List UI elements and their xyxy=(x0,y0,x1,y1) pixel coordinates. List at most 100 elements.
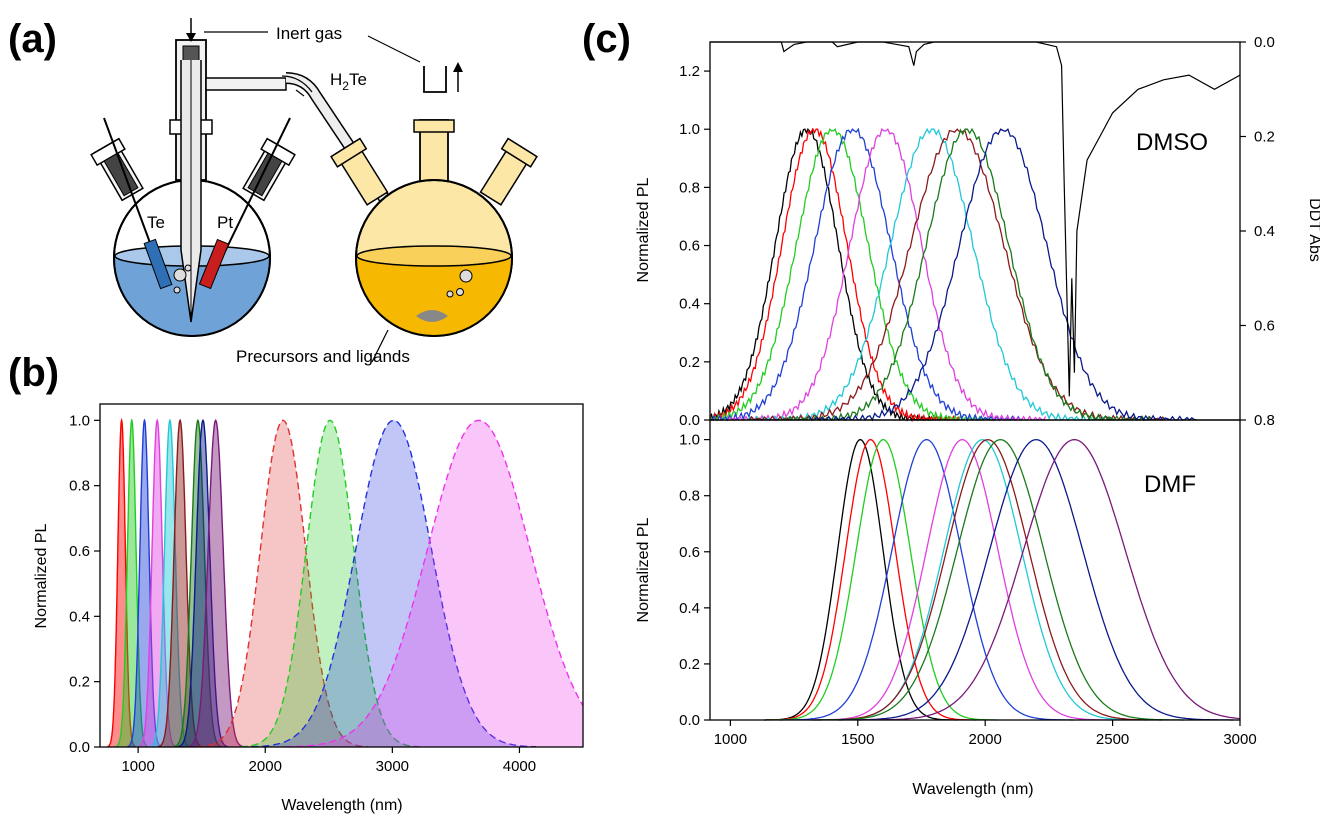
chart-c-bottom-series-4 xyxy=(810,438,1114,721)
chart-b-series-7 xyxy=(177,419,229,748)
chart-b-area-9 xyxy=(197,420,369,747)
chart-b-ylabel: Normalized PL xyxy=(33,523,50,628)
y-tick-label: 1.0 xyxy=(69,412,90,429)
chart-b-area-7 xyxy=(177,420,229,747)
chart-c-top-series-7 xyxy=(782,127,1152,422)
chart-b-area-6 xyxy=(173,420,223,747)
chart-c-top-series xyxy=(709,127,1197,423)
apparatus-diagram: Te Pt Inert gas xyxy=(90,18,538,366)
y-tick-label: 0.8 xyxy=(679,488,700,505)
chart-c-top-series-3 xyxy=(709,127,1023,422)
chart-b-series-0 xyxy=(107,417,136,748)
x-tick-label: 3000 xyxy=(376,758,409,775)
y2-tick-label: 0.0 xyxy=(1254,34,1275,51)
y-tick-label: 0.4 xyxy=(679,600,700,617)
panel-label-b: (b) xyxy=(8,351,59,395)
chart-b-area-0 xyxy=(107,420,136,747)
y-tick-label: 0.0 xyxy=(679,412,700,429)
y-tick-label: 0.2 xyxy=(69,674,90,691)
chart-c-bottom-series-1 xyxy=(765,438,976,721)
chart-b-series-11 xyxy=(251,419,536,748)
chart-c-bottom: 1000 1500 2000 2500 3000 0.0 0.2 0.4 0.6 0.8 1.0 D… xyxy=(635,419,1257,798)
inert-gas-label: Inert gas xyxy=(276,24,342,43)
chart-b-xlabel: Wavelength (nm) xyxy=(281,797,402,814)
chart-c-top-absorbance-trace xyxy=(710,41,1241,397)
chart-b-series-5 xyxy=(157,418,203,748)
chart-c-top-series-4 xyxy=(726,128,1047,422)
chart-c-bottom-series-9 xyxy=(858,439,1241,721)
chart-b-series-8 xyxy=(187,419,245,748)
chart-b-area-12 xyxy=(285,420,583,747)
chart-b-series-1 xyxy=(115,418,149,748)
chart-c-bottom-series-6 xyxy=(813,438,1162,721)
left-flask: Te Pt xyxy=(90,18,296,337)
chart-b-axes: 1000 2000 3000 4000 0.0 0.2 0.4 0.6 0.8 1.0 xyxy=(69,412,536,775)
x-tick-label: 3000 xyxy=(1223,731,1256,748)
chart-b-series-9 xyxy=(197,419,369,748)
right-flask xyxy=(330,62,538,337)
y-tick-label: 0.4 xyxy=(69,608,90,625)
chart-b: 1000 2000 3000 4000 0.0 0.2 0.4 0.6 0.8 1.0 Wavel… xyxy=(33,403,584,814)
chart-b-series-12 xyxy=(285,419,584,748)
chart-b-area-10 xyxy=(240,420,420,747)
chart-c-bottom-series-3 xyxy=(779,438,1074,721)
chart-b-area-11 xyxy=(251,420,537,747)
chart-c-bottom-series-8 xyxy=(838,438,1234,721)
chart-c-top-series-6 xyxy=(748,128,1166,422)
x-tick-label: 4000 xyxy=(503,758,536,775)
chart-b-frame xyxy=(99,403,584,748)
y-tick-label: 0.8 xyxy=(679,179,700,196)
chart-b-area-8 xyxy=(187,420,245,747)
y2-tick-label: 0.4 xyxy=(1254,223,1275,240)
chart-c-top: 0.0 0.2 0.4 0.6 0.8 1.0 1.2 0.0 0.2 0.4 0.6 0.8 DMS… xyxy=(635,34,1320,429)
chart-c-top-solvent-label: DMSO xyxy=(1136,129,1208,156)
chart-b-series-6 xyxy=(173,418,223,748)
chart-b-area-5 xyxy=(157,420,203,747)
chart-c-bottom-frame xyxy=(709,419,1241,721)
chart-c-top-series-1 xyxy=(709,127,961,423)
chart-b-area-2 xyxy=(127,420,162,747)
chart-c-bottom-series xyxy=(764,438,1241,721)
chart-c-bottom-ylabel: Normalized PL xyxy=(635,517,652,622)
chart-c-bottom-xlabel: Wavelength (nm) xyxy=(912,781,1033,798)
x-tick-label: 2000 xyxy=(969,731,1002,748)
y-tick-label: 0.2 xyxy=(679,354,700,371)
chart-c-top-series-0 xyxy=(709,127,948,422)
x-tick-label: 2000 xyxy=(249,758,282,775)
pt-electrode xyxy=(198,238,230,290)
orange-solution xyxy=(356,255,512,336)
y-tick-label: 0.0 xyxy=(69,739,90,756)
y-tick-label: 1.2 xyxy=(679,63,700,80)
chart-b-area-4 xyxy=(149,420,191,747)
chart-b-series-3 xyxy=(137,418,177,748)
chart-c-top-y2label: DDT Abs xyxy=(1306,198,1320,262)
chart-c-top-absorbance xyxy=(710,41,1241,397)
chart-c-top-frame xyxy=(709,41,1241,421)
y-tick-label: 0.6 xyxy=(679,238,700,255)
panel-label-c: (c) xyxy=(582,17,631,61)
y-tick-label: 1.0 xyxy=(679,432,700,449)
chart-b-series-10 xyxy=(240,419,420,748)
precursors-label: Precursors and ligands xyxy=(236,347,410,366)
y-tick-label: 0.2 xyxy=(679,656,700,673)
y-tick-label: 0.0 xyxy=(679,712,700,729)
chart-c-top-ylabel: Normalized PL xyxy=(635,177,652,282)
chart-b-area-3 xyxy=(137,420,177,747)
chart-c-bottom-solvent-label: DMF xyxy=(1144,471,1196,498)
chart-c-bottom-series-0 xyxy=(764,438,957,721)
chart-b-series-4 xyxy=(149,418,191,748)
x-tick-label: 1500 xyxy=(841,731,874,748)
y-tick-label: 0.6 xyxy=(679,544,700,561)
y2-tick-label: 0.2 xyxy=(1254,129,1275,146)
chart-c-top-series-2 xyxy=(709,128,993,422)
panel-label-a: (a) xyxy=(8,17,57,61)
chart-b-area-1 xyxy=(115,420,148,747)
chart-c-top-axes: 0.0 0.2 0.4 0.6 0.8 1.0 1.2 0.0 0.2 0.4 0.6 0.8 xyxy=(679,34,1275,429)
x-tick-label: 1000 xyxy=(121,758,154,775)
chart-c-bottom-series-7 xyxy=(817,438,1184,721)
y-tick-label: 0.6 xyxy=(69,543,90,560)
y-tick-label: 0.4 xyxy=(679,296,700,313)
x-tick-label: 1000 xyxy=(714,731,747,748)
y2-tick-label: 0.8 xyxy=(1254,412,1275,429)
chart-c-bottom-axes: 1000 1500 2000 2500 3000 0.0 0.2 0.4 0.6 0.8 1.0 xyxy=(679,432,1257,748)
